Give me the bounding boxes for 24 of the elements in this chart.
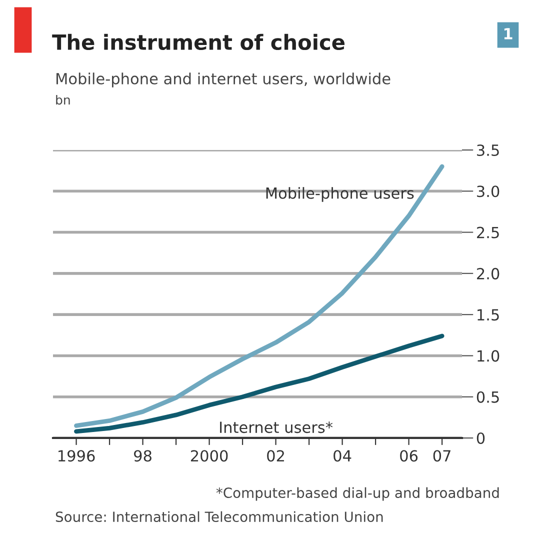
y-tick-label: 2.5 xyxy=(477,226,499,238)
y-tick-label: 1.0 xyxy=(478,350,500,362)
x-tick-label: 06 xyxy=(400,450,418,462)
x-tick-label: 98 xyxy=(134,450,152,462)
chart-title: The instrument of choice xyxy=(52,34,344,50)
text: *Computer-based dial-up and broadband xyxy=(216,487,499,501)
series-label: Internet users* xyxy=(220,422,333,434)
y-tick-label: 1.5 xyxy=(478,309,499,321)
chart-subtitle: Mobile-phone and internet users, worldwide xyxy=(56,72,390,88)
y-tick-label: 2.0 xyxy=(477,268,500,280)
text: 1 xyxy=(504,28,512,40)
x-tick-label: 2000 xyxy=(190,450,228,462)
line-series xyxy=(74,334,444,434)
y-tick-label: 0 xyxy=(476,432,485,444)
x-tick-label: 04 xyxy=(334,450,352,462)
y-tick-label: 3.0 xyxy=(477,186,500,198)
y-axis-title: bn xyxy=(56,94,70,105)
x-tick-label: 1996 xyxy=(58,450,95,462)
source-note: Source: International Telecommunication Union xyxy=(56,511,383,522)
series-label: Mobile-phone users xyxy=(266,187,414,202)
y-tick-label: 3.5 xyxy=(477,144,499,156)
x-tick-label: 02 xyxy=(267,450,284,462)
x-tick-label: 07 xyxy=(433,450,450,462)
y-tick-label: 0.5 xyxy=(476,391,499,403)
